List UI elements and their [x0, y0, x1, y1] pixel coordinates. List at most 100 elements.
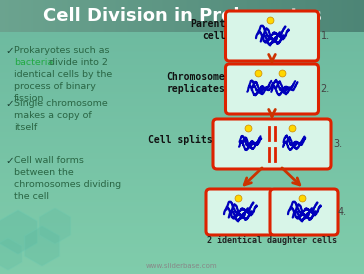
Bar [307, 0, 308, 32]
Bar [318, 0, 319, 32]
Bar [0, 86, 364, 87]
Bar [331, 0, 332, 32]
Bar [301, 0, 302, 32]
Bar [0, 50, 364, 51]
Bar [0, 216, 364, 217]
Bar [0, 155, 364, 156]
Bar [0, 114, 364, 115]
Bar [328, 0, 329, 32]
Bar [176, 0, 177, 32]
Bar [0, 128, 364, 129]
Bar [0, 112, 364, 113]
Bar [246, 0, 247, 32]
Bar [97, 0, 98, 32]
Bar [185, 0, 186, 32]
Bar [0, 266, 364, 267]
Bar [0, 242, 364, 243]
Bar [291, 0, 292, 32]
Bar [0, 214, 364, 215]
Bar [0, 253, 364, 254]
Bar [0, 143, 364, 144]
Bar [0, 92, 364, 93]
Bar [0, 265, 364, 266]
Bar [13, 0, 14, 32]
Bar [362, 0, 363, 32]
Bar [0, 21, 364, 22]
Bar [0, 271, 364, 272]
Bar [0, 136, 364, 137]
Bar [0, 260, 364, 261]
Bar [280, 0, 281, 32]
Bar [0, 246, 364, 247]
Bar [323, 0, 324, 32]
Bar [0, 74, 364, 75]
Bar [0, 161, 364, 162]
Bar [0, 162, 364, 163]
Bar [0, 35, 364, 36]
Bar [160, 0, 161, 32]
Bar [178, 0, 179, 32]
Bar [243, 0, 244, 32]
Bar [0, 149, 364, 150]
Bar [347, 0, 348, 32]
Bar [0, 185, 364, 186]
Bar [0, 234, 364, 235]
Bar [0, 79, 364, 80]
Bar [287, 0, 288, 32]
Bar [0, 199, 364, 200]
Bar [341, 0, 342, 32]
Bar [0, 96, 364, 97]
Text: 1.: 1. [320, 31, 330, 41]
Bar [159, 0, 160, 32]
Bar [72, 0, 73, 32]
Bar [59, 0, 60, 32]
Bar [304, 0, 305, 32]
Bar [0, 165, 364, 166]
Bar [161, 0, 162, 32]
Bar [271, 0, 272, 32]
Bar [0, 157, 364, 158]
Bar [0, 251, 364, 252]
Bar [184, 0, 185, 32]
Bar [62, 0, 63, 32]
Bar [346, 0, 347, 32]
Bar [8, 0, 9, 32]
Bar [0, 167, 364, 168]
Bar [0, 213, 364, 214]
Bar [352, 0, 353, 32]
Bar [0, 5, 364, 6]
Bar [83, 0, 84, 32]
Bar [0, 159, 364, 160]
Bar [0, 39, 364, 40]
Bar [263, 0, 264, 32]
Bar [0, 32, 364, 33]
Bar [0, 202, 364, 203]
Bar [0, 104, 364, 105]
Bar [0, 65, 364, 66]
Bar [4, 0, 5, 32]
Bar [223, 0, 224, 32]
Bar [224, 0, 225, 32]
Bar [255, 0, 256, 32]
Bar [39, 0, 40, 32]
Bar [0, 47, 364, 48]
Text: Chromosome
replicates: Chromosome replicates [167, 72, 226, 94]
Bar [66, 0, 67, 32]
Bar [152, 0, 153, 32]
Bar [0, 72, 364, 73]
Bar [119, 0, 120, 32]
Bar [1, 0, 2, 32]
Bar [32, 0, 33, 32]
Bar [23, 0, 24, 32]
Bar [0, 100, 364, 101]
Bar [0, 123, 364, 124]
Bar [0, 36, 364, 37]
Bar [0, 211, 364, 212]
Bar [123, 0, 124, 32]
Bar [191, 0, 192, 32]
Bar [298, 0, 299, 32]
Bar [0, 172, 364, 173]
FancyBboxPatch shape [226, 64, 318, 114]
Bar [226, 0, 227, 32]
Bar [0, 219, 364, 220]
